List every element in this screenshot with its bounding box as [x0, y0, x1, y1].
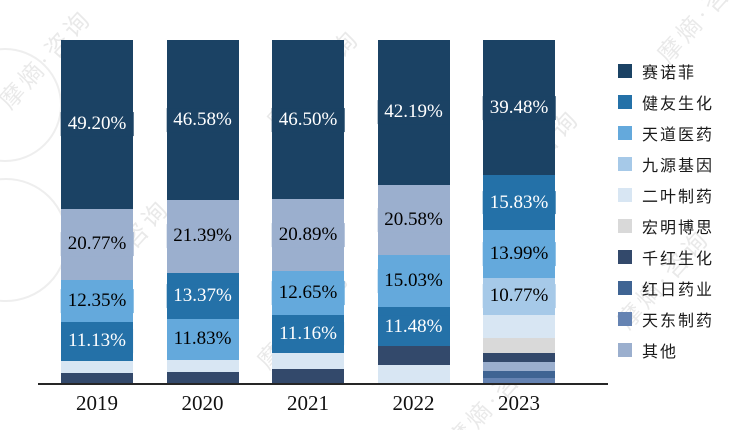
legend-swatch — [618, 187, 632, 202]
segment-value-label: 42.19% — [377, 100, 450, 125]
segment-value-label: 15.83% — [482, 190, 556, 215]
x-axis-line — [38, 383, 608, 385]
bar-segment: 49.20% — [60, 40, 134, 209]
bar-segment: 12.35% — [60, 279, 134, 323]
bar-2022: 42.19% 20.58% 15.03% 11.48% — [377, 40, 450, 383]
bar-segment — [483, 314, 555, 339]
bar-segment: 15.83% — [482, 175, 556, 230]
legend-item: 天东制药 — [618, 303, 714, 334]
legend-item: 其他 — [618, 334, 714, 365]
bar-2023: 39.48% 15.83% 13.99% 10.77% — [482, 40, 556, 383]
segment-value-label: 20.77% — [60, 232, 134, 257]
bar-segment: 10.77% — [482, 277, 556, 315]
legend-swatch — [618, 63, 632, 78]
bar-segment: 20.77% — [60, 208, 134, 280]
x-axis-label: 2023 — [498, 391, 540, 415]
legend-label: 天道医药 — [642, 126, 715, 144]
bar-segment — [166, 371, 239, 383]
segment-value-label: 20.89% — [271, 223, 345, 248]
legend-label: 健友生化 — [642, 95, 715, 113]
legend-item: 宏明博思 — [618, 210, 714, 241]
bar-segment: 46.50% — [271, 40, 345, 200]
bar-segment: 11.83% — [166, 318, 239, 360]
segment-value-label: 11.16% — [272, 321, 344, 346]
bar-segment — [61, 360, 133, 373]
bar-segment — [377, 346, 450, 366]
bar-segment — [483, 362, 555, 371]
legend-item: 九源基因 — [618, 148, 714, 179]
bar-segment: 46.58% — [166, 40, 239, 200]
segment-value-label: 20.58% — [377, 208, 450, 232]
bar-segment — [377, 365, 450, 383]
bar-segment: 20.89% — [271, 199, 345, 272]
segment-value-label: 15.03% — [377, 269, 450, 293]
x-axis-label: 2021 — [287, 391, 329, 415]
legend-swatch — [618, 156, 632, 171]
x-axis-label: 2020 — [181, 391, 224, 415]
x-axis-label: 2022 — [392, 391, 435, 415]
legend-label: 九源基因 — [642, 157, 715, 175]
legend-label: 其他 — [642, 343, 679, 361]
bar-segment — [483, 338, 555, 353]
bar-segment — [61, 372, 133, 383]
bar-segment: 15.03% — [377, 255, 450, 307]
bar-segment — [166, 359, 239, 372]
segment-value-label: 11.83% — [166, 327, 239, 352]
bar-2019: 49.20% 20.77% 12.35% 11.13% — [60, 40, 134, 383]
segment-value-label: 39.48% — [482, 95, 556, 120]
segment-value-label: 11.13% — [61, 329, 133, 354]
legend-item: 健友生化 — [618, 86, 714, 117]
x-axis-label: 2019 — [76, 391, 118, 415]
legend-swatch — [618, 249, 632, 264]
legend-item: 赛诺菲 — [618, 55, 714, 86]
segment-value-label: 11.48% — [377, 314, 450, 339]
segment-value-label: 12.35% — [60, 289, 134, 314]
bar-segment: 12.65% — [271, 271, 345, 315]
bar-segment — [483, 352, 555, 363]
legend-swatch — [618, 94, 632, 109]
legend-label: 千红生化 — [642, 250, 715, 268]
segment-value-label: 13.37% — [166, 284, 239, 308]
segment-value-label: 46.50% — [271, 107, 345, 132]
legend-item: 红日药业 — [618, 272, 714, 303]
legend-item: 二叶制药 — [618, 179, 714, 210]
legend-swatch — [618, 125, 632, 140]
bar-segment — [483, 370, 555, 378]
segment-value-label: 12.65% — [271, 280, 345, 305]
bar-segment — [483, 377, 555, 383]
stacked-bar-chart: 49.20% 20.77% 12.35% 11.13% 46.58% 21.39% 13.3… — [38, 40, 608, 415]
legend-item: 天道医药 — [618, 117, 714, 148]
bar-segment — [272, 369, 344, 383]
legend-swatch — [618, 311, 632, 326]
bar-segment: 11.13% — [61, 322, 133, 361]
bar-segment: 42.19% — [377, 40, 450, 185]
segment-value-label: 10.77% — [482, 284, 556, 309]
segment-value-label: 13.99% — [482, 241, 556, 266]
legend-item: 千红生化 — [618, 241, 714, 272]
legend-label: 二叶制药 — [642, 188, 715, 206]
bar-2020: 46.58% 21.39% 13.37% 11.83% — [166, 40, 239, 383]
bar-segment: 11.48% — [377, 306, 450, 347]
bar-segment: 21.39% — [166, 199, 239, 274]
segment-value-label: 46.58% — [166, 107, 239, 132]
legend-swatch — [618, 280, 632, 295]
legend-label: 天东制药 — [642, 312, 715, 330]
legend-swatch — [618, 218, 632, 233]
bar-segment: 39.48% — [482, 40, 556, 176]
segment-value-label: 21.39% — [166, 224, 239, 249]
bar-segment: 20.58% — [377, 184, 450, 256]
legend-label: 宏明博思 — [642, 219, 715, 237]
legend: 赛诺菲健友生化天道医药九源基因二叶制药宏明博思千红生化红日药业天东制药其他 — [618, 55, 714, 365]
legend-label: 红日药业 — [642, 281, 715, 299]
bar-segment: 11.16% — [272, 314, 344, 353]
segment-value-label: 49.20% — [60, 112, 134, 137]
legend-label: 赛诺菲 — [642, 64, 697, 82]
bar-2021: 46.50% 20.89% 12.65% 11.16% — [271, 40, 345, 383]
bar-segment — [272, 352, 344, 370]
bar-segment: 13.99% — [482, 229, 556, 278]
legend-swatch — [618, 342, 632, 357]
bar-segment: 13.37% — [166, 273, 239, 319]
